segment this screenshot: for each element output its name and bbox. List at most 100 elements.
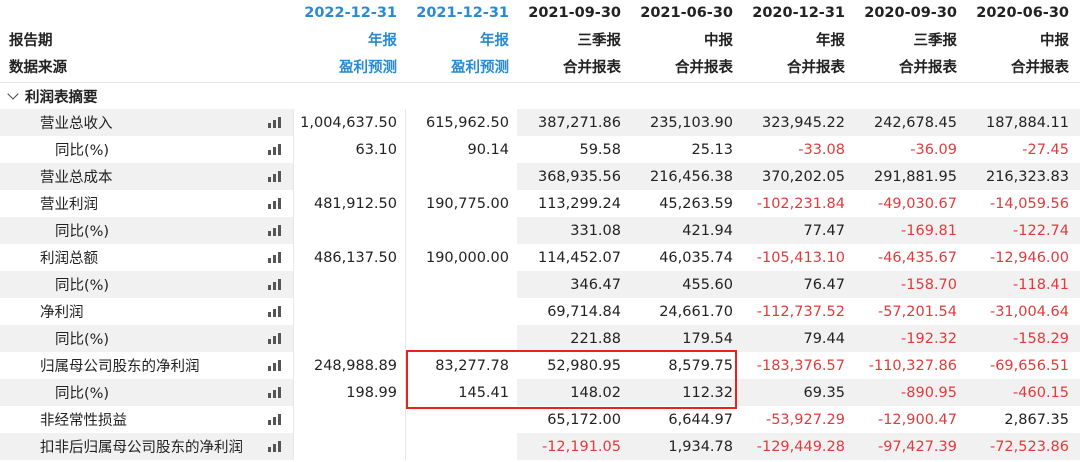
bar-chart-icon[interactable] xyxy=(268,225,283,236)
bar-chart-icon[interactable] xyxy=(268,171,283,182)
row-value xyxy=(405,406,517,433)
bar-chart-icon[interactable] xyxy=(268,144,283,155)
row-value: -890.95 xyxy=(901,384,957,401)
row-label: 同比(%) xyxy=(55,143,110,159)
row-value xyxy=(405,271,517,298)
column-source: 合并报表 xyxy=(675,59,733,76)
row-value: -53,927.29 xyxy=(765,411,845,428)
column-period: 中报 xyxy=(1040,32,1069,49)
row-value xyxy=(405,298,517,325)
row-label-cell: 净利润 xyxy=(0,298,293,325)
row-value xyxy=(293,406,405,433)
row-label: 营业总收入 xyxy=(40,116,113,132)
row-value: 112.32 xyxy=(682,384,733,401)
row-value: 387,271.86 xyxy=(537,114,621,131)
column-source: 合并报表 xyxy=(1011,59,1069,76)
row-value: 1,004,637.50 xyxy=(293,109,405,136)
table-row: 利润总额 486,137.50 190,000.00 114,452.07 46,035… xyxy=(0,244,1080,271)
row-value: 291,881.95 xyxy=(873,168,957,185)
row-value: 216,323.83 xyxy=(985,168,1069,185)
bar-chart-icon[interactable] xyxy=(268,360,283,371)
column-source: 合并报表 xyxy=(563,59,621,76)
bar-chart-icon[interactable] xyxy=(268,198,283,209)
row-value: 25.13 xyxy=(691,141,733,158)
row-value: 59.58 xyxy=(579,141,621,158)
row-value: -118.41 xyxy=(1013,276,1069,293)
row-value: 190,000.00 xyxy=(405,244,517,271)
row-value: 370,202.05 xyxy=(761,168,845,185)
row-value: 346.47 xyxy=(570,276,621,293)
row-value: 221.88 xyxy=(570,330,621,347)
row-value xyxy=(293,433,405,460)
row-value: 24,661.70 xyxy=(659,303,733,320)
row-value: -158.29 xyxy=(1013,330,1069,347)
bar-chart-icon[interactable] xyxy=(268,414,283,425)
row-label: 同比(%) xyxy=(55,386,110,402)
row-value: 323,945.22 xyxy=(761,114,845,131)
column-source: 合并报表 xyxy=(899,59,957,76)
row-value: -27.45 xyxy=(1022,141,1069,158)
bar-chart-icon[interactable] xyxy=(268,252,283,263)
row-value: -110,327.86 xyxy=(868,357,957,374)
row-value: -12,191.05 xyxy=(541,438,621,455)
row-label: 扣非后归属母公司股东的净利润 xyxy=(40,440,243,456)
row-value: 45,263.59 xyxy=(659,195,733,212)
row-value: 242,678.45 xyxy=(873,114,957,131)
row-value: 8,579.75 xyxy=(668,357,733,374)
row-value: -14,059.56 xyxy=(989,195,1069,212)
column-date: 2020-06-30 xyxy=(976,5,1069,21)
row-value: 113,299.24 xyxy=(537,195,621,212)
header-date-row: 2022-12-31 2021-12-31 2021-09-30 2021-06-30… xyxy=(0,0,1080,26)
row-label: 同比(%) xyxy=(55,278,110,294)
row-value: 235,103.90 xyxy=(649,114,733,131)
bar-chart-icon[interactable] xyxy=(268,333,283,344)
column-period: 中报 xyxy=(704,32,733,49)
row-value: 421.94 xyxy=(682,222,733,239)
bar-chart-icon[interactable] xyxy=(268,306,283,317)
row-value: -97,427.39 xyxy=(877,438,957,455)
bar-chart-icon[interactable] xyxy=(268,279,283,290)
row-label-cell: 同比(%) xyxy=(0,271,293,298)
row-value: 90.14 xyxy=(405,136,517,163)
row-label-cell: 同比(%) xyxy=(0,379,293,406)
bar-chart-icon[interactable] xyxy=(268,117,283,128)
column-date: 2020-12-31 xyxy=(752,5,845,21)
column-date: 2021-09-30 xyxy=(528,5,621,21)
column-date: 2021-12-31 xyxy=(416,5,509,21)
bar-chart-icon[interactable] xyxy=(268,387,283,398)
header-source-row: 数据来源 盈利预测 盈利预测 合并报表 合并报表 合并报表 合并报表 合并报表 xyxy=(0,52,1080,80)
row-value: 486,137.50 xyxy=(293,244,405,271)
row-value: 76.47 xyxy=(803,276,845,293)
header-period-row: 报告期 年报 年报 三季报 中报 年报 三季报 中报 xyxy=(0,26,1080,52)
row-value xyxy=(293,163,405,190)
row-value: 216,456.38 xyxy=(649,168,733,185)
report-period-label: 报告期 xyxy=(9,32,53,49)
row-value: 114,452.07 xyxy=(537,249,621,266)
row-value: 248,988.89 xyxy=(293,352,405,379)
row-value: -129,449.28 xyxy=(756,438,845,455)
row-value: 77.47 xyxy=(803,222,845,239)
row-label-cell: 同比(%) xyxy=(0,136,293,163)
table-row: 营业总成本 368,935.56 216,456.38 370,202.05 291,8… xyxy=(0,163,1080,190)
row-value: -72,523.86 xyxy=(989,438,1069,455)
table-row: 同比(%) 63.10 90.14 59.58 25.13 -33.08 -36.09 -27… xyxy=(0,136,1080,163)
row-value: -57,201.54 xyxy=(877,303,957,320)
row-label-cell: 扣非后归属母公司股东的净利润 xyxy=(0,433,293,460)
table-row: 同比(%) 346.47 455.60 76.47 -158.70 -118.41 xyxy=(0,271,1080,298)
row-value: 198.99 xyxy=(293,379,405,406)
row-value: -122.74 xyxy=(1013,222,1069,239)
row-value: -158.70 xyxy=(901,276,957,293)
row-value: -102,231.84 xyxy=(756,195,845,212)
row-value: -46,435.67 xyxy=(877,249,957,266)
row-label-cell: 归属母公司股东的净利润 xyxy=(0,352,293,379)
row-label-cell: 营业总成本 xyxy=(0,163,293,190)
column-period: 年报 xyxy=(480,32,509,49)
chevron-down-icon[interactable] xyxy=(7,88,19,100)
table-row: 同比(%) 198.99 145.41 148.02 112.32 69.35 -890.9… xyxy=(0,379,1080,406)
row-value: 79.44 xyxy=(803,330,845,347)
row-value: 52,980.95 xyxy=(547,357,621,374)
row-value: 2,867.35 xyxy=(1004,411,1069,428)
bar-chart-icon[interactable] xyxy=(268,441,283,452)
section-row[interactable]: 利润表摘要 xyxy=(0,83,1080,109)
row-value: 148.02 xyxy=(570,384,621,401)
